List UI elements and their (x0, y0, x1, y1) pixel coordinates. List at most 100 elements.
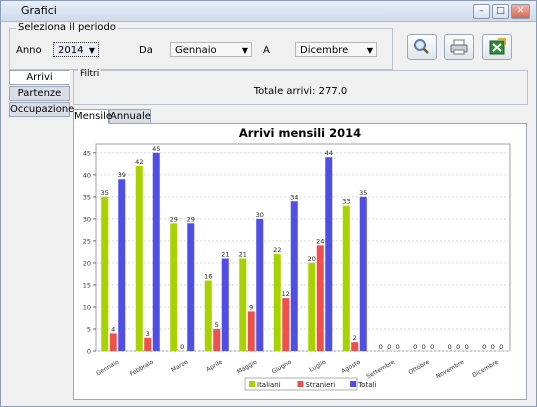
y-tick-label: 30 (83, 215, 91, 223)
printer-icon (450, 39, 468, 55)
y-tick-label: 20 (83, 259, 91, 267)
data-label: 0 (491, 343, 495, 351)
y-tick-label: 25 (83, 237, 91, 245)
x-tick-label: Agosto (340, 359, 362, 376)
legend-swatch (249, 381, 255, 387)
data-label: 45 (152, 145, 160, 153)
tab-partenze[interactable]: Partenze (9, 86, 70, 101)
legend-swatch (297, 381, 304, 387)
bar-totali (256, 218, 264, 351)
x-tick-label: Gennaio (95, 359, 120, 378)
y-tick-label: 0 (87, 348, 91, 356)
a-value: Dicembre (300, 45, 349, 56)
period-group: Seleziona il periodo Anno 2014 ▼ Da Genn… (9, 22, 393, 70)
legend-label: Stranieri (305, 381, 335, 389)
data-label: 0 (180, 343, 184, 351)
data-label: 44 (325, 149, 333, 157)
data-label: 3 (146, 330, 150, 338)
chevron-down-icon: ▼ (88, 46, 95, 55)
data-label: 4 (111, 325, 115, 333)
x-tick-label: Luglio (308, 359, 327, 374)
bar-stranieri (351, 342, 359, 351)
data-label: 0 (387, 343, 391, 351)
y-tick-label: 35 (83, 193, 91, 201)
data-label: 29 (170, 215, 178, 223)
bar-stranieri (316, 245, 324, 351)
data-label: 0 (456, 343, 460, 351)
data-label: 0 (396, 343, 400, 351)
legend-label: Italiani (257, 381, 281, 389)
bar-italiani (308, 262, 316, 351)
data-label: 35 (359, 189, 367, 197)
data-label: 35 (101, 189, 109, 197)
data-label: 0 (448, 343, 452, 351)
plot-area (95, 143, 511, 352)
period-legend: Seleziona il periodo (16, 22, 118, 33)
tab-mensile[interactable]: Mensile (73, 109, 113, 124)
tab-arrivi[interactable]: Arrivi (9, 70, 70, 85)
x-tick-label: Settembre (365, 359, 396, 381)
chart-title: Arrivi mensili 2014 (239, 126, 361, 140)
x-tick-label: Novembre (435, 359, 466, 381)
x-tick-label: Maggio (236, 359, 259, 376)
excel-export-icon (489, 38, 506, 55)
bar-totali (221, 258, 229, 351)
bar-italiani (135, 166, 143, 351)
y-tick-label: 10 (83, 303, 91, 311)
data-label: 42 (135, 158, 143, 166)
filtri-legend: Filtri (78, 69, 102, 79)
bar-italiani (342, 205, 350, 351)
bar-stranieri (144, 337, 152, 351)
data-label: 0 (482, 343, 486, 351)
data-label: 0 (379, 343, 383, 351)
minimize-button[interactable]: – (473, 4, 490, 19)
bar-totali (325, 157, 333, 351)
a-label: A (263, 45, 270, 56)
x-tick-label: Ottobre (407, 359, 431, 377)
bar-italiani (273, 254, 281, 351)
bar-italiani (204, 280, 212, 351)
search-button[interactable] (407, 34, 437, 60)
data-label: 0 (465, 343, 469, 351)
data-label: 33 (342, 198, 350, 206)
x-tick-label: Aprile (205, 359, 224, 374)
maximize-button[interactable]: □ (492, 4, 509, 19)
anno-select[interactable]: 2014 ▼ (53, 42, 99, 57)
da-label: Da (139, 45, 153, 56)
x-tick-label: Dicembre (471, 359, 500, 380)
export-button[interactable] (482, 34, 512, 60)
tab-occupazione[interactable]: Occupazione (9, 102, 75, 117)
data-label: 24 (316, 237, 324, 245)
bar-italiani (239, 258, 247, 351)
print-button[interactable] (444, 34, 474, 60)
window-title: Grafici (21, 4, 57, 17)
side-tabs: Arrivi Partenze Occupazione (9, 70, 75, 118)
bar-stranieri (109, 333, 117, 351)
data-label: 0 (499, 343, 503, 351)
data-label: 21 (221, 251, 229, 259)
data-label: 30 (256, 211, 264, 219)
close-button[interactable]: ✕ (511, 4, 530, 19)
chevron-down-icon: ▼ (241, 46, 248, 55)
y-tick-label: 15 (83, 281, 91, 289)
tab-annuale[interactable]: Annuale (109, 109, 151, 124)
data-label: 2 (353, 334, 357, 342)
bar-chart: Arrivi mensili 2014051015202530354045354… (83, 126, 511, 391)
x-tick-label: Giugno (271, 359, 293, 376)
da-value: Gennaio (175, 45, 217, 56)
a-select[interactable]: Dicembre ▼ (295, 42, 377, 57)
bar-stranieri (282, 298, 290, 351)
x-tick-label: Febbraio (129, 359, 155, 378)
data-label: 39 (118, 171, 126, 179)
data-label: 12 (282, 290, 290, 298)
title-bar: Grafici – □ ✕ (1, 1, 536, 22)
data-label: 9 (249, 303, 253, 311)
bar-italiani (170, 223, 178, 351)
y-tick-label: 40 (83, 171, 91, 179)
anno-value: 2014 (58, 45, 84, 56)
data-label: 21 (239, 251, 247, 259)
y-tick-label: 5 (87, 325, 91, 333)
bar-totali (118, 179, 126, 351)
da-select[interactable]: Gennaio ▼ (170, 42, 252, 57)
